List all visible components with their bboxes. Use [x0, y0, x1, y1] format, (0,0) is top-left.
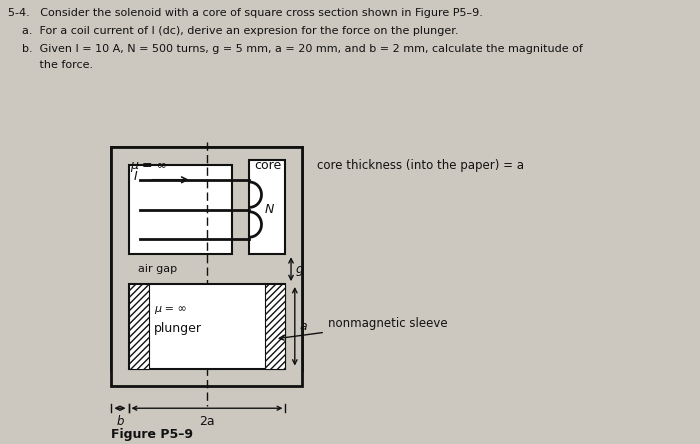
Bar	[265, 284, 286, 369]
Text: I: I	[133, 170, 137, 183]
Bar	[129, 165, 286, 369]
Text: the force.: the force.	[8, 59, 92, 70]
Text: plunger: plunger	[154, 322, 202, 335]
Text: air gap: air gap	[138, 264, 177, 274]
Text: μ = ∞: μ = ∞	[154, 304, 187, 314]
Bar	[249, 160, 286, 254]
Text: Figure P5–9: Figure P5–9	[111, 428, 193, 441]
Text: g: g	[296, 263, 304, 276]
Text: N: N	[265, 203, 274, 216]
Text: b.  Given I = 10 A, N = 500 turns, g = 5 mm, a = 20 mm, and b = 2 mm, calculate : b. Given I = 10 A, N = 500 turns, g = 5 …	[8, 44, 582, 54]
Text: 5-4.   Consider the solenoid with a core of square cross section shown in Figure: 5-4. Consider the solenoid with a core o…	[8, 8, 482, 18]
Text: 2a: 2a	[199, 415, 215, 428]
Text: a.  For a coil current of I (dc), derive an expresion for the force on the plung: a. For a coil current of I (dc), derive …	[8, 26, 458, 36]
Bar	[111, 147, 302, 370]
Text: core: core	[254, 159, 281, 172]
Bar	[111, 147, 302, 386]
Bar	[129, 284, 286, 369]
Text: a: a	[300, 320, 307, 333]
Bar	[129, 165, 232, 254]
Text: μ = ∞: μ = ∞	[130, 159, 167, 172]
Bar	[129, 284, 149, 369]
Text: nonmagnetic sleeve: nonmagnetic sleeve	[279, 317, 447, 340]
Text: b: b	[116, 415, 124, 428]
Text: core thickness (into the paper) = a: core thickness (into the paper) = a	[316, 159, 524, 172]
